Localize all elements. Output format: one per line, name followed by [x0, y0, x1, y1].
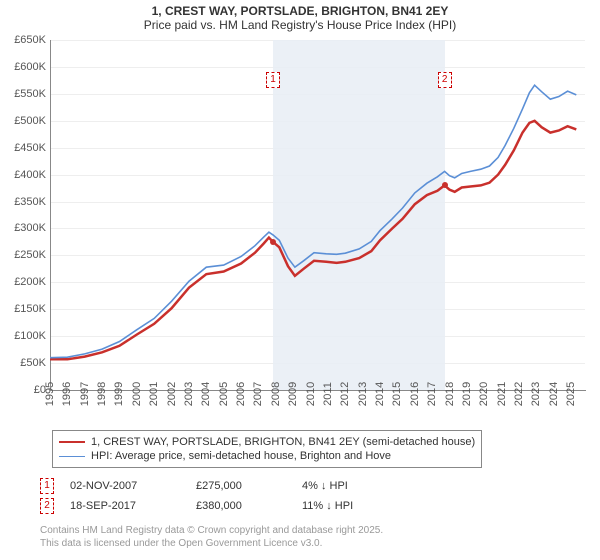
y-tick-label: £650K — [0, 34, 46, 46]
x-tick-label: 2014 — [374, 382, 386, 406]
x-tick-label: 2003 — [183, 382, 195, 406]
x-tick-label: 2002 — [166, 382, 178, 406]
x-tick-label: 2013 — [357, 382, 369, 406]
event-marker-1: 1 — [266, 72, 280, 88]
x-tick-label: 2008 — [270, 382, 282, 406]
x-tick-label: 2010 — [305, 382, 317, 406]
legend-swatch — [59, 456, 85, 457]
x-tick-label: 2007 — [252, 382, 264, 406]
x-tick-label: 2011 — [322, 382, 334, 406]
legend-swatch — [59, 441, 85, 443]
legend: 1, CREST WAY, PORTSLADE, BRIGHTON, BN41 … — [52, 430, 482, 468]
y-tick-label: £250K — [0, 249, 46, 261]
event-pct: 11% ↓ HPI — [302, 500, 422, 512]
footer-line2: This data is licensed under the Open Gov… — [40, 537, 383, 550]
x-tick-label: 1997 — [79, 382, 91, 406]
x-tick-label: 2025 — [565, 382, 577, 406]
y-tick-label: £500K — [0, 115, 46, 127]
y-tick-label: £100K — [0, 330, 46, 342]
event-price: £275,000 — [196, 480, 286, 492]
event-date: 02-NOV-2007 — [70, 480, 180, 492]
x-tick-label: 2015 — [391, 382, 403, 406]
event-id-box: 2 — [40, 498, 54, 514]
series-property — [50, 121, 576, 359]
x-tick-label: 2019 — [461, 382, 473, 406]
y-tick-label: £50K — [0, 357, 46, 369]
x-tick-label: 2018 — [444, 382, 456, 406]
y-tick-label: £350K — [0, 196, 46, 208]
x-tick-label: 2020 — [478, 382, 490, 406]
y-tick-label: £0 — [0, 384, 46, 396]
event-marker-2: 2 — [438, 72, 452, 88]
y-tick-label: £200K — [0, 276, 46, 288]
x-tick-label: 2023 — [530, 382, 542, 406]
x-tick-label: 2024 — [548, 382, 560, 406]
event-row: 1 02-NOV-2007 £275,000 4% ↓ HPI — [40, 476, 422, 496]
x-tick-label: 2001 — [148, 382, 160, 406]
x-tick-label: 1999 — [113, 382, 125, 406]
legend-row: 1, CREST WAY, PORTSLADE, BRIGHTON, BN41 … — [59, 435, 475, 449]
y-tick-label: £300K — [0, 222, 46, 234]
event-table: 1 02-NOV-2007 £275,000 4% ↓ HPI 2 18-SEP-2017… — [40, 476, 422, 516]
legend-label: 1, CREST WAY, PORTSLADE, BRIGHTON, BN41 … — [91, 436, 475, 448]
event-pct: 4% ↓ HPI — [302, 480, 422, 492]
x-tick-label: 2006 — [235, 382, 247, 406]
y-tick-label: £550K — [0, 88, 46, 100]
event-row: 2 18-SEP-2017 £380,000 11% ↓ HPI — [40, 496, 422, 516]
x-tick-label: 1995 — [44, 382, 56, 406]
event-dot-2 — [442, 182, 448, 188]
series-hpi — [50, 85, 576, 358]
chart-subtitle: Price paid vs. HM Land Registry's House … — [0, 18, 600, 32]
x-tick-label: 2016 — [409, 382, 421, 406]
event-id-box: 1 — [40, 478, 54, 494]
y-tick-label: £150K — [0, 303, 46, 315]
chart-lines — [50, 40, 585, 390]
y-tick-label: £600K — [0, 61, 46, 73]
chart-title-address: 1, CREST WAY, PORTSLADE, BRIGHTON, BN41 … — [0, 4, 600, 18]
x-tick-label: 2017 — [426, 382, 438, 406]
event-date: 18-SEP-2017 — [70, 500, 180, 512]
x-tick-label: 2022 — [513, 382, 525, 406]
y-tick-label: £450K — [0, 142, 46, 154]
x-tick-label: 2000 — [131, 382, 143, 406]
x-tick-label: 2005 — [218, 382, 230, 406]
event-price: £380,000 — [196, 500, 286, 512]
legend-row: HPI: Average price, semi-detached house,… — [59, 449, 475, 463]
x-tick-label: 1998 — [96, 382, 108, 406]
footer-attribution: Contains HM Land Registry data © Crown c… — [40, 524, 383, 550]
legend-label: HPI: Average price, semi-detached house,… — [91, 450, 391, 462]
x-tick-label: 2021 — [496, 382, 508, 406]
y-tick-label: £400K — [0, 169, 46, 181]
footer-line1: Contains HM Land Registry data © Crown c… — [40, 524, 383, 537]
x-tick-label: 1996 — [61, 382, 73, 406]
x-tick-label: 2009 — [287, 382, 299, 406]
x-tick-label: 2012 — [339, 382, 351, 406]
x-tick-label: 2004 — [200, 382, 212, 406]
event-dot-1 — [270, 239, 276, 245]
